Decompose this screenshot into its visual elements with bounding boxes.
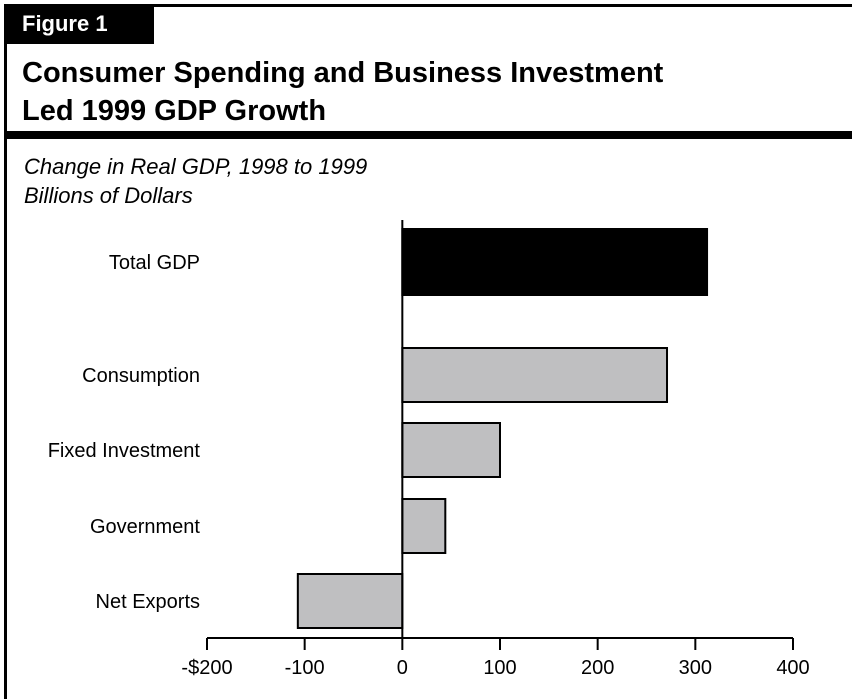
bar-fixed-investment	[401, 422, 502, 478]
bar-consumption	[401, 347, 669, 403]
x-tick-label: -100	[285, 657, 325, 679]
chart-subtitle: Change in Real GDP, 1998 to 1999 Billion…	[24, 154, 368, 208]
category-label: Total GDP	[109, 252, 200, 274]
x-tick-label: 200	[581, 657, 614, 679]
bar-net-exports	[296, 573, 404, 629]
bar-total-gdp	[401, 228, 709, 296]
x-tick-label: 300	[679, 657, 712, 679]
title-divider	[4, 131, 852, 139]
x-tick-label: 400	[776, 657, 809, 679]
chart-title: Consumer Spending and Business Investmen…	[22, 57, 664, 127]
figure-frame	[4, 4, 852, 699]
figure-label: Figure 1	[4, 4, 154, 44]
x-tick-label: -$200	[181, 657, 232, 679]
category-label: Fixed Investment	[48, 440, 201, 462]
x-tick-label: 0	[397, 657, 408, 679]
bar-government	[401, 498, 447, 554]
category-label: Consumption	[82, 365, 200, 387]
x-tick-label: 100	[483, 657, 516, 679]
category-label: Net Exports	[96, 591, 200, 613]
category-label: Government	[90, 516, 200, 538]
